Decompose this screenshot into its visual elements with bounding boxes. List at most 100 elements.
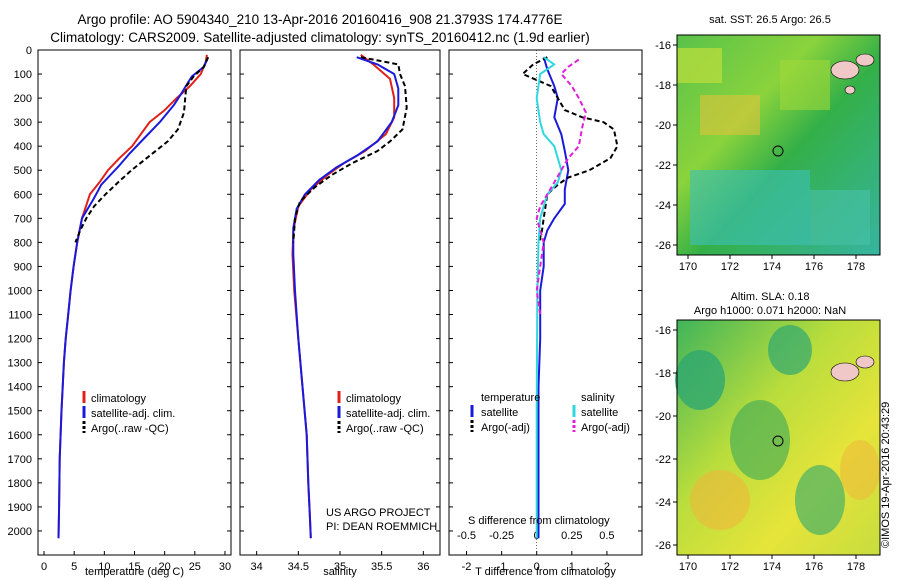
series-line [535, 58, 587, 315]
y-tick-label: 1100 [8, 310, 32, 322]
sla-map-frame [676, 319, 881, 556]
salinity-plot: 34 34.5 35 35.5 36 salinity [240, 49, 440, 578]
legend-label-argo: Argo(..raw -QC) [91, 423, 169, 435]
legend-label-sal-satellite: satellite [581, 407, 618, 419]
x-tick-label: 1 [569, 561, 575, 573]
legend-head-salinity: salinity [581, 392, 615, 404]
legend-label-climatology: climatology [346, 393, 402, 405]
x-tick-label: 35 [334, 561, 346, 573]
sst-warm-patch [780, 60, 830, 110]
y-tick-label: 1200 [8, 334, 32, 346]
sst-warm-patch [700, 95, 760, 135]
map-lon-tick-label: 178 [847, 261, 865, 273]
x-tick-label: 10 [98, 561, 110, 573]
series-line [292, 56, 408, 243]
series-line [57, 56, 210, 539]
y-tick-label: 500 [14, 165, 32, 177]
x-tick-label: -1 [497, 561, 507, 573]
difference-legend: temperature salinity satellite Argo(-adj… [470, 392, 630, 434]
x-tick-label: -2 [462, 561, 472, 573]
x-axis-label: T difference from climatology [475, 566, 616, 578]
map-lon-tick-label: 174 [763, 561, 781, 573]
y-tick-label: 300 [14, 117, 32, 129]
x-tick-label: 5 [71, 561, 77, 573]
series-line [537, 56, 570, 539]
x-tick-label: 20 [159, 561, 171, 573]
fiji-island [855, 355, 875, 369]
map-lat-tick-label: -24 [655, 200, 671, 212]
map-lat-tick-label: -20 [655, 411, 671, 423]
x-axis-label: salinity [323, 566, 357, 578]
series-line [521, 56, 619, 243]
map-lat-tick-label: -18 [655, 80, 671, 92]
map-lon-tick-label: 172 [721, 561, 739, 573]
map-lon-tick-label: 178 [847, 561, 865, 573]
map-lon-tick-label: 176 [805, 261, 823, 273]
y-tick-label: 1300 [8, 358, 32, 370]
x-tick-label: 34 [251, 561, 263, 573]
y-tick-label: 700 [14, 213, 32, 225]
argo-float-marker [772, 435, 784, 447]
y-tick-label: 600 [14, 189, 32, 201]
map-lon-tick-label: 174 [763, 261, 781, 273]
x-tick-label-top: -0.5 [457, 530, 476, 542]
fiji-island [855, 53, 875, 67]
pi-credit: PI: DEAN ROEMMICH [326, 521, 437, 533]
sst-cool-patch [810, 190, 870, 245]
y-tick-label: 1400 [8, 382, 32, 394]
x-tick-label: 25 [189, 561, 201, 573]
sst-warm-patch [677, 48, 722, 83]
sla-low-patch [768, 325, 812, 375]
series-line [535, 56, 563, 539]
sst-patches [677, 48, 870, 245]
temperature-panel-frame [37, 49, 232, 556]
x-tick-label: 15 [128, 561, 140, 573]
x-tick-label: 2 [604, 561, 610, 573]
map-lon-tick-label: 172 [721, 261, 739, 273]
map-lon-tick-label: 170 [679, 561, 697, 573]
y-tick-label: 2000 [8, 526, 32, 538]
sla-map [675, 319, 881, 556]
map-lat-tick-label: -26 [655, 240, 671, 252]
map-lon-tick-label: 170 [679, 261, 697, 273]
map-lat-tick-label: -22 [655, 454, 671, 466]
map-lat-tick-label: -22 [655, 160, 671, 172]
series-line [292, 56, 400, 539]
x-tick-label-top: 0.5 [599, 530, 614, 542]
sla-high-patch [840, 440, 880, 500]
sst-map-title: sat. SST: 26.5 Argo: 26.5 [709, 14, 831, 26]
y-tick-label: 1500 [8, 406, 32, 418]
y-tick-label: 1900 [8, 502, 32, 514]
legend-label-sal-argo: Argo(-adj) [581, 422, 630, 434]
x-tick-label: 35.5 [371, 561, 392, 573]
map-lon-tick-label: 176 [805, 561, 823, 573]
x-axis-label: temperature (deg C) [85, 566, 184, 578]
sla-map-title-line-1: Altim. SLA: 0.18 [730, 291, 810, 303]
series-line [74, 56, 210, 243]
legend-head-temperature: temperature [481, 392, 540, 404]
temperature-legend: climatology satellite-adj. clim. Argo(..… [82, 391, 175, 435]
x-tick-label: 34.5 [288, 561, 309, 573]
legend-label-temp-argo: Argo(-adj) [481, 422, 530, 434]
difference-panel-frame [448, 49, 643, 556]
map-axes: -16 -18 -20 -22 -24 -26 170 172 174 176 178 -16 -18 -… [655, 40, 865, 573]
sla-low-patch [675, 350, 725, 410]
project-credit: US ARGO PROJECT [326, 507, 431, 519]
x-tick-label: 0 [534, 561, 540, 573]
legend-label-satellite: satellite-adj. clim. [346, 408, 430, 420]
legend-label-argo: Argo(..raw -QC) [346, 423, 424, 435]
legend-label-temp-satellite: satellite [481, 407, 518, 419]
map-lat-tick-label: -16 [655, 40, 671, 52]
map-lat-tick-label: -18 [655, 368, 671, 380]
y-tick-label: 900 [14, 261, 32, 273]
salinity-legend: climatology satellite-adj. clim. Argo(..… [337, 391, 430, 435]
difference-plot: -2 -1 0 1 2-0.5 -0.25 0 0.25 0.5T difference fro… [449, 49, 642, 578]
sst-map-frame [676, 34, 881, 256]
sla-map-title-line-2: Argo h1000: 0.071 h2000: NaN [693, 305, 847, 317]
plot-title-line-2: Climatology: CARS2009. Satellite-adjuste… [50, 30, 590, 45]
legend-label-satellite: satellite-adj. clim. [91, 408, 175, 420]
map-lat-tick-label: -24 [655, 497, 671, 509]
y-tick-label: 100 [14, 69, 32, 81]
y-tick-label: 1000 [8, 285, 32, 297]
